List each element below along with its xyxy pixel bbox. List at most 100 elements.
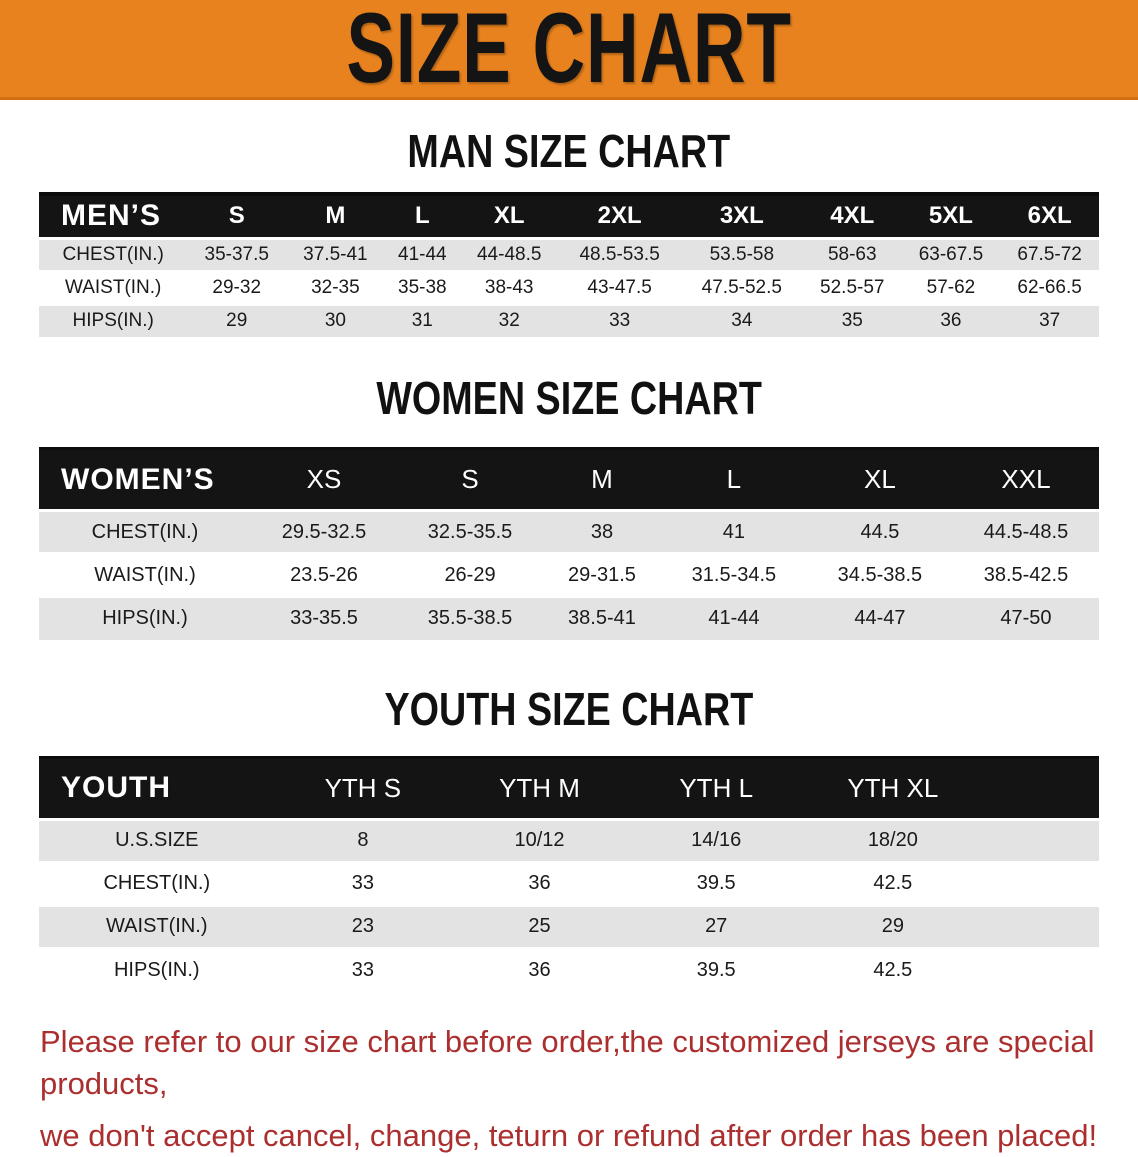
- size-value-cell: 31: [384, 304, 460, 337]
- youth-section-heading: YOUTH SIZE CHART: [0, 640, 1138, 732]
- size-value-cell: 33: [351, 958, 374, 981]
- size-value-cell: 34: [680, 304, 803, 337]
- size-value-cell: 37.5-41: [286, 238, 385, 271]
- banner: SIZE CHART: [0, 0, 1138, 100]
- size-value-cell: 38.5-41: [543, 596, 661, 640]
- size-value-cell: 44.5-48.5: [952, 510, 1099, 554]
- size-value-cell: 39.5: [696, 958, 736, 981]
- row-label-cell: CHEST(IN.): [39, 238, 188, 271]
- column-header: XS: [251, 447, 398, 512]
- size-value-cell: 35-37.5: [187, 238, 287, 271]
- size-value-cell: 29.5-32.5: [251, 510, 398, 554]
- column-header: L: [384, 192, 460, 240]
- column-header: XL: [806, 447, 953, 512]
- size-value-cell: 41: [660, 510, 807, 554]
- footer-note-line-1: Please refer to our size chart before or…: [40, 1024, 1095, 1101]
- youth-section-heading-text: YOUTH SIZE CHART: [384, 682, 754, 735]
- measurement-row: WAIST(IN.) 23 25 27 29: [39, 905, 1099, 948]
- youth-size-table: YOUTH YTH S YTH M YTH L YTH XL U.S.SIZE 8 10/12…: [39, 755, 1099, 992]
- measurement-row: CHEST(IN.) 33 36 39.5 42.5: [39, 862, 1099, 905]
- size-value-cell: 10/12: [451, 819, 628, 862]
- size-value-cell: 38-43: [484, 276, 534, 298]
- column-header: 2XL: [558, 192, 681, 240]
- column-header: XXL: [952, 447, 1099, 512]
- size-value-cell: 42.5: [873, 872, 913, 894]
- row-label-cell: WAIST(IN.): [94, 563, 196, 586]
- size-value-cell: 8: [274, 819, 452, 862]
- size-value-cell: 32.5-35.5: [397, 510, 544, 554]
- measurement-row: HIPS(IN.) 33 36 39.5 42.5: [39, 948, 1099, 991]
- row-label-cell: CHEST(IN.): [39, 510, 251, 554]
- size-value-cell: 36: [528, 958, 551, 981]
- table-title-cell: MEN’S: [39, 192, 188, 240]
- table-header-row: YOUTH YTH S YTH M YTH L YTH XL: [39, 755, 1099, 821]
- women-section-heading-text: WOMEN SIZE CHART: [376, 372, 762, 424]
- size-value-cell: 23: [274, 905, 452, 948]
- column-header: YTH L: [627, 755, 805, 821]
- column-header: YTH S: [274, 755, 452, 821]
- row-label-cell: CHEST(IN.): [103, 872, 211, 894]
- size-value-cell: 29: [187, 304, 287, 337]
- row-label-cell: HIPS(IN.): [39, 596, 251, 640]
- size-value-cell: 42.5: [873, 958, 913, 981]
- row-label-cell: WAIST(IN.): [39, 905, 275, 948]
- column-header: XL: [459, 192, 559, 240]
- men-section-heading-text: MAN SIZE CHART: [407, 125, 731, 177]
- row-label-cell: U.S.SIZE: [39, 819, 275, 862]
- men-section-heading: MAN SIZE CHART: [0, 100, 1138, 174]
- size-value-cell: 37: [1000, 304, 1099, 337]
- youth-size-section: YOUTH SIZE CHART YOUTH YTH S YTH M YTH L YTH…: [0, 640, 1138, 992]
- spacer-cell: [981, 905, 1099, 948]
- footer-note-line-2: we don't accept cancel, change, teturn o…: [40, 1117, 1098, 1153]
- size-value-cell: 48.5-53.5: [558, 238, 681, 271]
- size-value-cell: 53.5-58: [680, 238, 803, 271]
- size-value-cell: 36: [528, 872, 551, 894]
- size-value-cell: 32: [459, 304, 559, 337]
- women-section-heading: WOMEN SIZE CHART: [0, 337, 1138, 421]
- table-title-cell: WOMEN’S: [39, 447, 251, 512]
- size-value-cell: 29-31.5: [568, 563, 636, 586]
- footer-note: Please refer to our size chart before or…: [40, 1021, 1138, 1157]
- size-value-cell: 41-44: [384, 238, 460, 271]
- spacer-cell: [981, 819, 1099, 862]
- size-value-cell: 43-47.5: [587, 276, 652, 298]
- size-value-cell: 33: [351, 872, 374, 894]
- banner-title: SIZE CHART: [346, 0, 792, 104]
- table-title-cell: YOUTH: [39, 755, 275, 821]
- size-value-cell: 23.5-26: [290, 563, 358, 586]
- size-value-cell: 35-38: [398, 276, 447, 298]
- column-header: 5XL: [901, 192, 1001, 240]
- column-header: YTH XL: [804, 755, 982, 821]
- size-value-cell: 35.5-38.5: [397, 596, 544, 640]
- size-value-cell: 52.5-57: [820, 276, 885, 298]
- column-header: 3XL: [680, 192, 803, 240]
- spacer-cell: [981, 862, 1099, 905]
- spacer-cell: [981, 948, 1099, 991]
- spacer-cell: [981, 755, 1099, 821]
- size-value-cell: 44-48.5: [459, 238, 559, 271]
- size-value-cell: 47-50: [952, 596, 1099, 640]
- column-header: L: [660, 447, 807, 512]
- women-size-table: WOMEN’S XS S M L XL XXL CHEST(IN.) 29.5-32.5 32.5…: [39, 447, 1099, 640]
- size-value-cell: 57-62: [926, 276, 976, 298]
- size-value-cell: 44.5: [806, 510, 953, 554]
- size-value-cell: 39.5: [696, 872, 736, 894]
- size-value-cell: 27: [627, 905, 805, 948]
- size-value-cell: 26-29: [444, 563, 496, 586]
- column-header: 6XL: [1000, 192, 1099, 240]
- size-value-cell: 33: [558, 304, 681, 337]
- size-value-cell: 36: [901, 304, 1001, 337]
- size-value-cell: 63-67.5: [901, 238, 1001, 271]
- men-size-section: MAN SIZE CHART MEN’S S M L XL 2XL 3XL 4XL 5XL 6XL…: [0, 100, 1138, 337]
- measurement-row: WAIST(IN.) 23.5-26 26-29 29-31.5 31.5-34.5 34…: [39, 553, 1099, 597]
- row-label-cell: WAIST(IN.): [64, 276, 162, 298]
- column-header: M: [543, 447, 661, 512]
- measurement-row: U.S.SIZE 8 10/12 14/16 18/20: [39, 819, 1099, 862]
- column-header: M: [286, 192, 385, 240]
- size-value-cell: 31.5-34.5: [691, 563, 777, 586]
- size-value-cell: 44-47: [806, 596, 953, 640]
- size-value-cell: 35: [802, 304, 902, 337]
- column-header: S: [187, 192, 287, 240]
- size-value-cell: 33-35.5: [251, 596, 398, 640]
